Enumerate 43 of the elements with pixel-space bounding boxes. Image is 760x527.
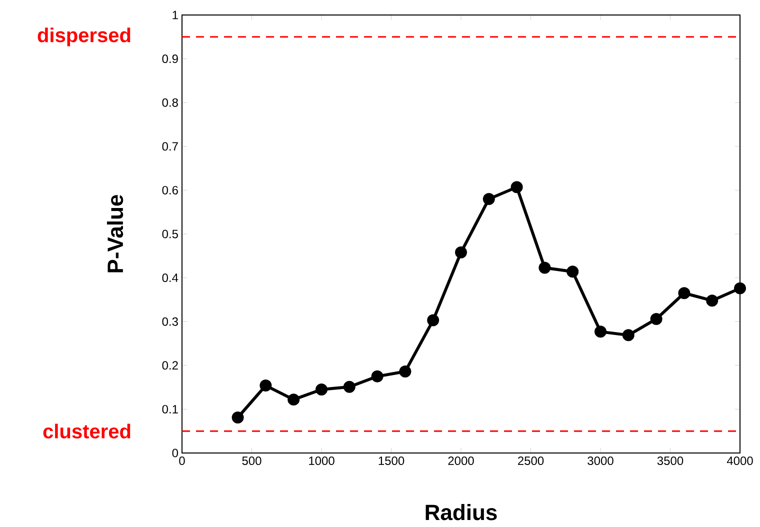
point [650, 312, 662, 325]
x-axis-title: Radius [426, 504, 497, 520]
y-tick-label: 0.3 [162, 317, 178, 326]
point [399, 366, 412, 378]
point [510, 181, 523, 194]
point [427, 314, 440, 326]
point [343, 380, 356, 393]
x-tick-label: 3500 [657, 456, 684, 466]
y-tick-label: 0.1 [162, 404, 178, 414]
point [371, 370, 384, 382]
x-tick-label: 2500 [518, 456, 544, 466]
x-tick-label: 1000 [309, 456, 334, 466]
x-tick-label: 3000 [588, 456, 614, 466]
point [538, 262, 551, 274]
y-tick-label: 0.2 [162, 361, 178, 370]
ref-line-label: dispersed [38, 28, 130, 46]
point [706, 294, 718, 307]
x-tick-label: 1500 [378, 456, 404, 466]
point [455, 246, 467, 258]
ref-line-label: clustered [43, 424, 130, 438]
point [734, 282, 746, 294]
point [482, 192, 495, 205]
x-tick-label: 500 [242, 456, 262, 466]
y-axis-title: P-Value [106, 195, 124, 272]
y-tick-label: 0.6 [162, 186, 178, 194]
point [678, 287, 690, 300]
point [594, 326, 606, 338]
point [566, 266, 579, 278]
point [288, 394, 300, 406]
x-tick-label: 4000 [726, 456, 753, 466]
point [316, 383, 328, 396]
x-tick-label: 0 [179, 456, 185, 466]
y-tick-label: 1 [172, 10, 178, 20]
y-tick-label: 0.4 [162, 274, 178, 282]
point [232, 412, 244, 424]
y-tick-label: 0.7 [162, 142, 178, 151]
y-tick-label: 0.8 [162, 98, 178, 107]
x-tick-label: 2000 [448, 456, 474, 466]
point [622, 329, 634, 342]
y-tick-label: 0.5 [162, 230, 178, 238]
y-tick-label: 0 [172, 448, 178, 458]
point [260, 380, 272, 392]
y-tick-label: 0.9 [162, 54, 178, 64]
